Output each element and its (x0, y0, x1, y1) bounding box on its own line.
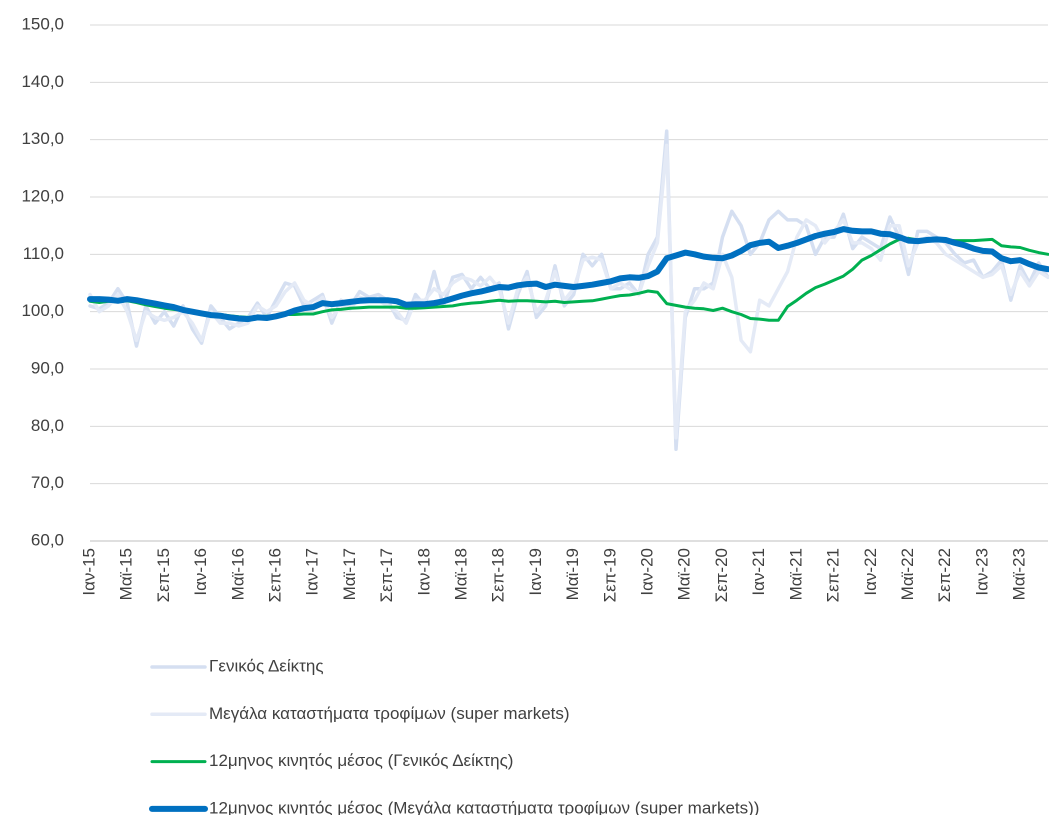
series-line (88, 129, 1049, 452)
x-tick-label: Μαϊ-21 (786, 548, 805, 600)
x-tick-label: Ιαν-20 (638, 548, 657, 596)
x-tick-label: Ιαν-21 (749, 548, 768, 596)
x-tick-label: Σεπ-17 (377, 548, 396, 602)
x-tick-label: Μαϊ-18 (452, 548, 471, 600)
x-tick-label: Σεπ-20 (712, 548, 731, 602)
x-tick-label: Ιαν-23 (972, 548, 991, 596)
y-tick-label: 90,0 (31, 358, 64, 377)
x-tick-label: Ιαν-15 (79, 548, 98, 596)
y-tick-label: 150,0 (21, 14, 64, 33)
x-tick-label: Μαϊ-23 (1010, 548, 1029, 600)
legend-label: Γενικός Δείκτης (209, 656, 324, 675)
x-tick-label: Μαϊ-22 (898, 548, 917, 600)
x-tick-label: Μαϊ-19 (563, 548, 582, 600)
series-line (88, 143, 1049, 440)
y-tick-label: 140,0 (21, 72, 64, 91)
y-tick-label: 70,0 (31, 473, 64, 492)
legend-label: Μεγάλα καταστήματα τροφίμων (super marke… (209, 704, 570, 723)
x-tick-label: Μαϊ-20 (675, 548, 694, 600)
x-tick-label: Ιαν-16 (191, 548, 210, 596)
x-tick-label: Σεπ-16 (266, 548, 285, 602)
y-tick-label: 60,0 (31, 530, 64, 549)
legend-label: 12μηνος κινητός μέσος (Γενικός Δείκτης) (209, 751, 513, 770)
series-line (87, 226, 1049, 323)
x-tick-label: Μαϊ-16 (228, 548, 247, 600)
x-tick-label: Ιαν-19 (526, 548, 545, 596)
x-tick-label: Μαϊ-15 (117, 548, 136, 600)
y-tick-label: 110,0 (23, 244, 64, 263)
x-tick-label: Σεπ-18 (489, 548, 508, 602)
legend-label: 12μηνος κινητός μέσος (Μεγάλα καταστήματ… (209, 798, 759, 815)
y-tick-label: 130,0 (21, 129, 64, 148)
y-tick-label: 80,0 (31, 416, 64, 435)
x-tick-label: Ιαν-22 (861, 548, 880, 596)
x-tick-label: Σεπ-21 (824, 548, 843, 602)
x-tick-label: Μαϊ-17 (340, 548, 359, 600)
x-tick-label: Σεπ-15 (154, 548, 173, 602)
x-tick-label: Σεπ-22 (935, 548, 954, 602)
x-tick-label: Ιαν-18 (414, 548, 433, 596)
x-tick-label: Ιαν-17 (303, 548, 322, 596)
y-tick-label: 120,0 (21, 186, 64, 205)
x-tick-label: Σεπ-19 (600, 548, 619, 602)
y-tick-label: 100,0 (21, 301, 64, 320)
